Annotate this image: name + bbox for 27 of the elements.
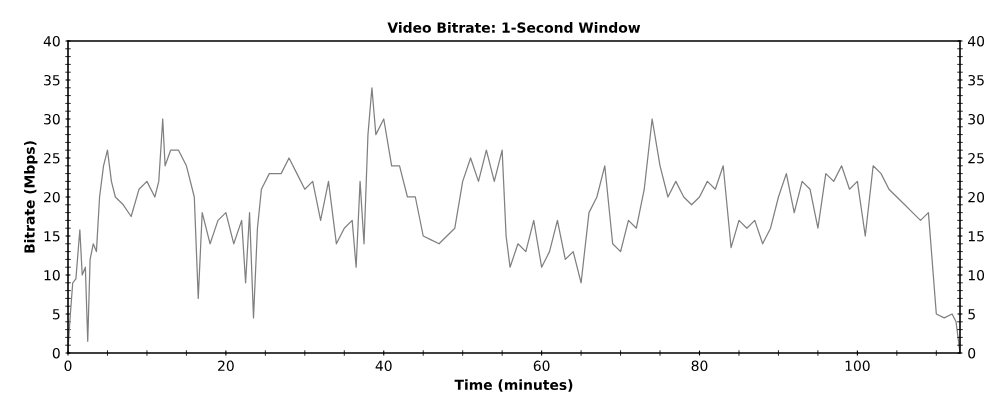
- y-tick-label: 0: [52, 347, 60, 359]
- y-tick-label: 5: [52, 309, 60, 320]
- y-axis-title: Bitrate (Mbps): [24, 141, 38, 253]
- chart-title: Video Bitrate: 1-Second Window: [387, 22, 641, 33]
- y-tick-label: 30: [44, 113, 60, 125]
- y-tick-label: 35: [44, 74, 60, 86]
- x-tick-label: 0: [64, 360, 72, 372]
- y2-tick-label: 15: [968, 231, 984, 242]
- y-tick-label: 15: [44, 231, 60, 242]
- x-tick-label: 60: [533, 360, 550, 372]
- y-tick-label: 25: [44, 152, 60, 164]
- x-tick-label: 100: [845, 360, 870, 372]
- y2-tick-label: 40: [967, 35, 985, 47]
- y2-tick-label: 30: [968, 113, 985, 125]
- y2-tick-label: 5: [968, 309, 975, 320]
- x-tick-label: 80: [691, 360, 708, 372]
- y-tick-label: 10: [44, 269, 60, 281]
- y2-tick-label: 20: [968, 191, 985, 203]
- y-tick-label: 40: [43, 35, 60, 47]
- x-axis-title: Time (minutes): [454, 379, 573, 392]
- x-tick-label: 40: [375, 360, 392, 372]
- y2-tick-label: 25: [968, 152, 984, 164]
- y-tick-label: 20: [44, 191, 60, 203]
- y2-tick-label: 35: [968, 74, 984, 86]
- y2-tick-label: 10: [968, 269, 985, 281]
- y2-tick-label: 0: [968, 347, 976, 359]
- x-tick-label: 20: [218, 360, 234, 372]
